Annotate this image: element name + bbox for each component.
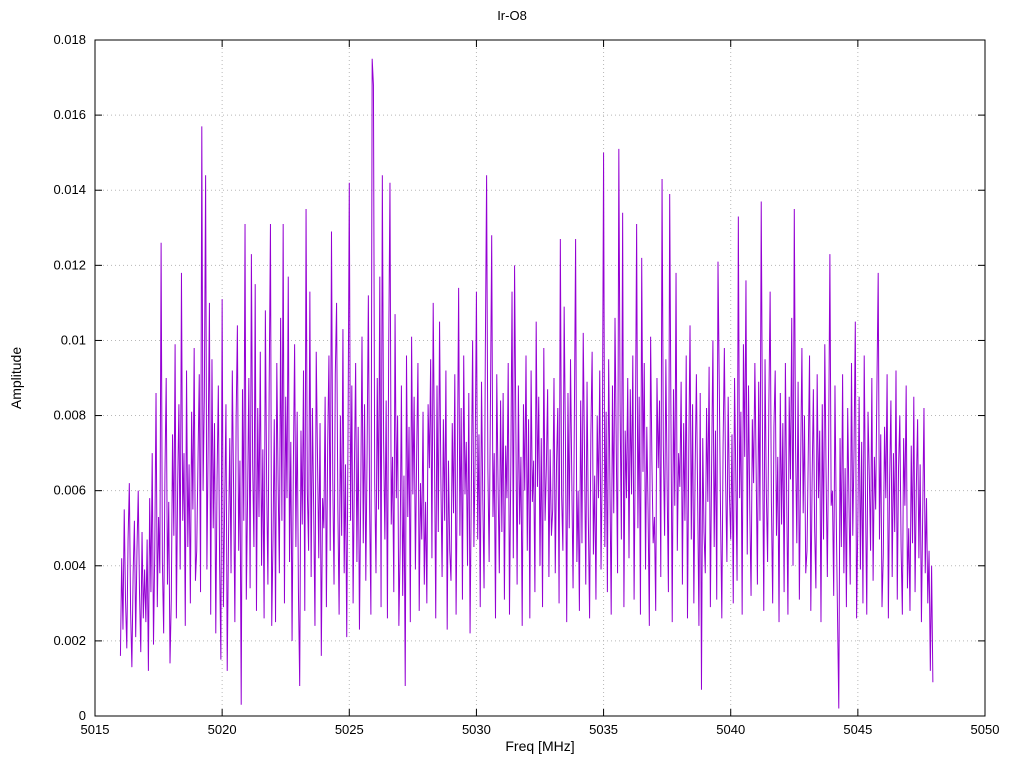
y-tick-label: 0.014: [53, 182, 86, 197]
y-tick-label: 0.006: [53, 483, 86, 498]
x-tick-label: 5035: [589, 722, 618, 737]
x-tick-label: 5015: [81, 722, 110, 737]
y-tick-label: 0.002: [53, 633, 86, 648]
x-tick-label: 5025: [335, 722, 364, 737]
y-tick-label: 0.018: [53, 32, 86, 47]
x-tick-label: 5050: [971, 722, 1000, 737]
x-axis-label: Freq [MHz]: [505, 738, 575, 754]
x-tick-label: 5040: [716, 722, 745, 737]
spectrum-line: [119, 58, 934, 709]
x-tick-label: 5045: [843, 722, 872, 737]
y-tick-label: 0.008: [53, 408, 86, 423]
y-tick-label: 0.01: [61, 332, 86, 347]
x-tick-label: 5030: [462, 722, 491, 737]
x-tick-label: 5020: [208, 722, 237, 737]
y-tick-label: 0.016: [53, 107, 86, 122]
chart-title: Ir-O8: [497, 8, 527, 23]
plot-border: [94, 39, 986, 717]
y-tick-label: 0.004: [53, 558, 86, 573]
y-tick-label: 0.012: [53, 257, 86, 272]
y-tick-label: 0: [79, 708, 86, 723]
